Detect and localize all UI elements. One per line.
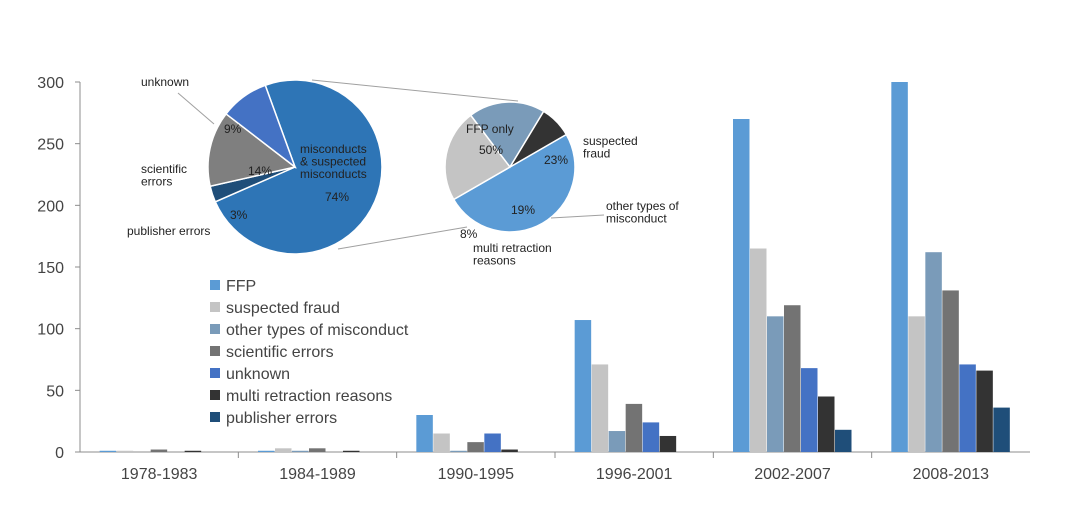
legend-swatch: [210, 280, 220, 290]
bar: [574, 320, 592, 452]
pie-label: multi retraction reasons: [473, 241, 552, 268]
pie-label: FFP only: [466, 122, 514, 136]
pie-slice: [207, 112, 297, 188]
legend-swatch: [210, 302, 220, 312]
bar: [484, 433, 501, 452]
y-tick-label: 100: [37, 322, 64, 339]
bar: [642, 422, 660, 452]
bar: [733, 119, 750, 452]
bar: [99, 450, 117, 452]
pie-charts: misconducts & suspected misconducts 74% publ…: [127, 75, 679, 268]
pie-slice: [214, 79, 383, 255]
pie-slice: [225, 84, 297, 170]
bar: [150, 449, 168, 452]
bar: [501, 449, 518, 452]
bar: [908, 316, 925, 452]
y-tick-label: 50: [46, 383, 64, 400]
legend-swatch: [210, 368, 220, 378]
bar: [625, 403, 643, 452]
bar: [292, 450, 309, 452]
bar: [309, 448, 326, 452]
bar: [942, 290, 959, 452]
x-tick-label: 1996-2001: [596, 466, 673, 483]
bar: [608, 431, 626, 452]
bar: [784, 305, 801, 452]
pie-pct: 23%: [544, 153, 568, 167]
pie-pct: 50%: [479, 143, 503, 157]
pie-slice: [509, 110, 568, 168]
bar: [818, 396, 835, 452]
connector-line: [311, 79, 519, 102]
y-tick-label: 200: [37, 198, 64, 215]
bar: [433, 433, 450, 452]
bar: [976, 370, 993, 452]
bar: [993, 407, 1010, 452]
x-tick-label: 2002-2007: [754, 466, 831, 483]
x-tick-label: 1978-1983: [121, 466, 198, 483]
pie-pct: 14%: [248, 164, 272, 178]
bar: [116, 450, 134, 452]
bar: [891, 82, 908, 452]
x-tick-label: 1984-1989: [279, 466, 356, 483]
pie-slice: [469, 101, 545, 169]
y-tick-label: 250: [37, 137, 64, 154]
pie-pct: 19%: [511, 203, 535, 217]
bar: [258, 450, 275, 452]
bar: [467, 442, 484, 452]
legend-swatch: [210, 412, 220, 422]
pie-pct: 9%: [224, 122, 242, 136]
legend-entry: other types of misconduct: [226, 322, 409, 339]
bar: [767, 316, 784, 452]
bar: [184, 450, 202, 452]
y-tick-label: 150: [37, 260, 64, 277]
pie-slice: [444, 114, 512, 201]
bar: [591, 364, 609, 452]
pie-label: misconducts & suspected misconducts: [300, 142, 367, 181]
pie-pct: 74%: [325, 190, 349, 204]
legend-entry: suspected fraud: [226, 300, 340, 317]
y-tick-label: 300: [37, 75, 64, 92]
pie-label: publisher errors: [127, 224, 210, 238]
legend-swatch: [210, 346, 220, 356]
x-tick-label: 1990-1995: [438, 466, 515, 483]
pie-label: other types of misconduct: [606, 199, 679, 226]
pie-pct: 3%: [230, 208, 248, 222]
bar-chart: 0 50 100 150 200 250 300 1978-1983 1984-1989 1990…: [37, 75, 1030, 483]
bar: [450, 450, 467, 452]
pie-label: scientific errors: [141, 162, 187, 189]
legend-entry: FFP: [226, 278, 256, 295]
bar: [275, 448, 292, 452]
legend-entry: scientific errors: [226, 344, 334, 361]
y-tick-label: 0: [55, 445, 64, 462]
bar: [343, 450, 360, 452]
x-tick-label: 2008-2013: [913, 466, 990, 483]
bar: [801, 368, 818, 452]
bar: [959, 364, 976, 452]
pie-label: suspected fraud: [583, 134, 638, 161]
bar: [835, 429, 852, 452]
leader-line: [550, 214, 605, 219]
bar: [925, 252, 942, 452]
connector-line: [337, 226, 468, 250]
legend-entry: publisher errors: [226, 410, 337, 427]
bar: [659, 435, 677, 452]
legend-entry: multi retraction reasons: [226, 388, 392, 405]
bar: [750, 248, 767, 452]
bar: [416, 415, 433, 452]
legend-swatch: [210, 324, 220, 334]
pie-slice: [452, 133, 576, 233]
pie-label: unknown: [141, 75, 189, 89]
pie-pct: 8%: [460, 227, 478, 241]
legend-swatch: [210, 390, 220, 400]
leader-line: [177, 92, 215, 125]
legend-entry: unknown: [226, 366, 290, 383]
